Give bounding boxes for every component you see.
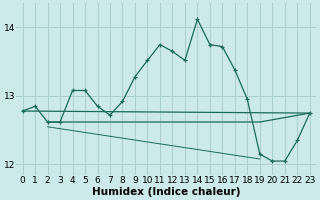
- X-axis label: Humidex (Indice chaleur): Humidex (Indice chaleur): [92, 187, 240, 197]
